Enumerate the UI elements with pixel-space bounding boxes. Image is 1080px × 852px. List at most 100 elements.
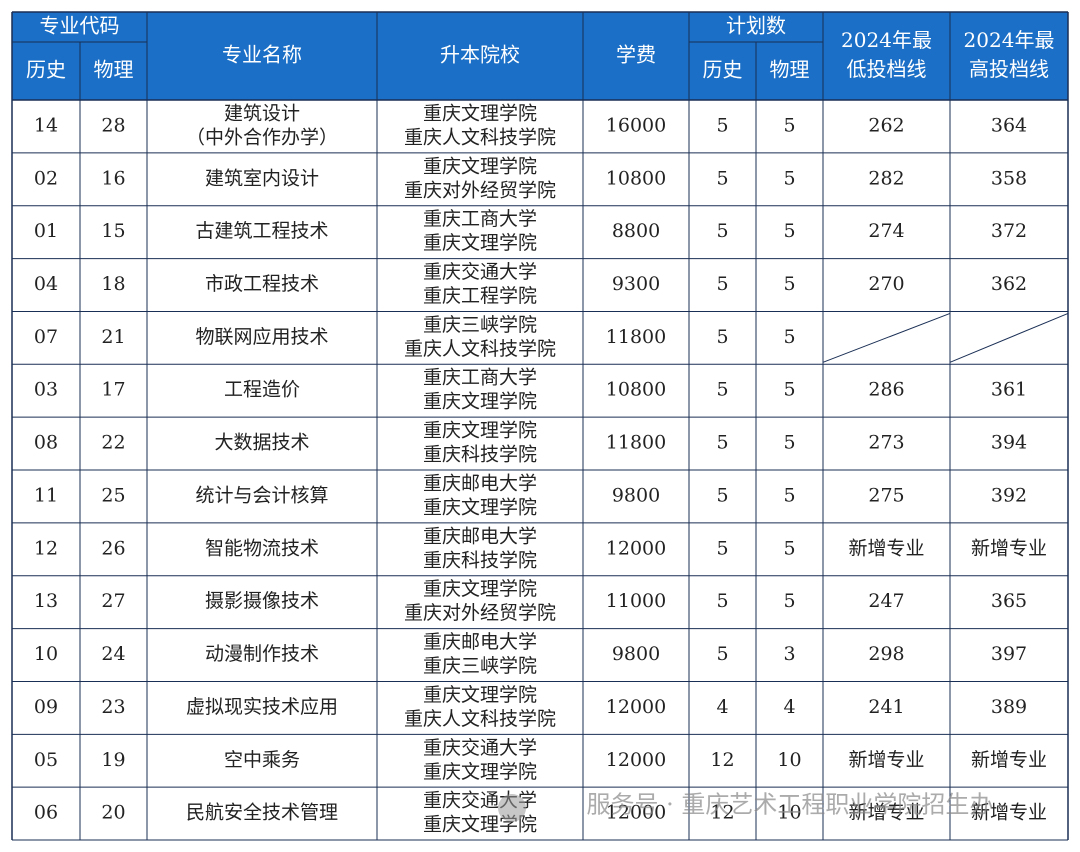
header-cell: 2024年最 — [964, 28, 1055, 52]
table-cell: 重庆交通大学 — [423, 261, 537, 283]
table-cell: 5 — [783, 114, 795, 136]
table-cell: 动漫制作技术 — [205, 643, 319, 665]
table-cell: 5 — [783, 484, 795, 506]
table-cell: 9800 — [612, 484, 660, 506]
table-cell: 5 — [716, 220, 728, 242]
table-cell: 16 — [101, 167, 125, 189]
table-cell: 10 — [777, 749, 801, 771]
table-cell: 重庆人文科技学院 — [404, 126, 556, 148]
table-cell: 15 — [101, 220, 125, 242]
table-cell: 364 — [991, 114, 1027, 136]
table-cell: 20 — [101, 802, 125, 824]
header-cell: 计划数 — [726, 14, 786, 38]
table-cell: 397 — [991, 643, 1027, 665]
table-cell: 18 — [101, 273, 125, 295]
table-cell: 02 — [34, 167, 58, 189]
table-cell: 建筑设计 — [224, 102, 300, 124]
table-cell: 28 — [101, 114, 125, 136]
table-cell: 民航安全技术管理 — [186, 802, 338, 824]
table-cell: 摄影摄像技术 — [205, 590, 319, 612]
table-cell: 361 — [991, 379, 1027, 401]
table-cell: 市政工程技术 — [205, 273, 319, 295]
table-cell: 282 — [868, 167, 904, 189]
header-cell: 专业名称 — [222, 43, 302, 67]
table-cell: 3 — [783, 643, 795, 665]
table-cell: 286 — [868, 379, 904, 401]
table-cell: 14 — [34, 114, 58, 136]
table-cell: 新增专业 — [971, 749, 1047, 771]
table-cell: 重庆文理学院 — [423, 391, 537, 413]
table-cell: 21 — [101, 326, 125, 348]
table-cell: 4 — [716, 696, 728, 718]
table-cell: 重庆对外经贸学院 — [404, 179, 556, 201]
table-cell: 重庆三峡学院 — [423, 314, 537, 336]
table-cell: 重庆邮电大学 — [423, 472, 537, 494]
table-cell: 25 — [101, 484, 125, 506]
table-cell: 重庆工程学院 — [423, 285, 537, 307]
table-cell: 365 — [991, 590, 1027, 612]
table-cell: 重庆交通大学 — [423, 737, 537, 759]
table-cell: 5 — [783, 590, 795, 612]
table-cell: 新增专业 — [848, 802, 924, 824]
table-cell: 11800 — [606, 326, 666, 348]
table-cell: 11 — [34, 484, 58, 506]
table-cell: 5 — [783, 326, 795, 348]
table-cell: 重庆文理学院 — [423, 496, 537, 518]
header-cell: 2024年最 — [841, 28, 932, 52]
table-cell: 物联网应用技术 — [195, 326, 328, 348]
table-cell: 工程造价 — [224, 379, 300, 401]
table-cell: 241 — [868, 696, 904, 718]
table-cell: 270 — [868, 273, 904, 295]
header-cell: 升本院校 — [440, 43, 520, 67]
table-cell: 09 — [34, 696, 58, 718]
table-cell: 新增专业 — [971, 537, 1047, 559]
table-cell: 8800 — [612, 220, 660, 242]
table-cell: 04 — [34, 273, 58, 295]
table-cell: 虚拟现实技术应用 — [186, 696, 338, 718]
table-cell: 13 — [34, 590, 58, 612]
table-cell: 5 — [783, 537, 795, 559]
empty-cell-diagonal — [949, 312, 1069, 363]
header-cell: 高投档线 — [969, 57, 1049, 81]
table-cell: 5 — [716, 167, 728, 189]
header-cell: 低投档线 — [847, 57, 927, 81]
table-cell: 392 — [991, 484, 1027, 506]
table-cell: 372 — [991, 220, 1027, 242]
table-cell: 统计与会计核算 — [195, 484, 328, 506]
watermark: 服务号 · 重庆艺术工程职业学院招生办 — [587, 791, 994, 819]
table-cell: 12000 — [606, 696, 666, 718]
table-cell: 11000 — [606, 590, 666, 612]
table-cell: 10 — [777, 802, 801, 824]
table-cell: 古建筑工程技术 — [195, 220, 328, 242]
table-cell: 5 — [716, 643, 728, 665]
table-cell: 重庆文理学院 — [423, 155, 537, 177]
table-cell: 26 — [101, 537, 125, 559]
table-cell: 重庆文理学院 — [423, 232, 537, 254]
table-cell: 重庆工商大学 — [423, 367, 537, 389]
table-cell: 19 — [101, 749, 125, 771]
table-cell: 重庆文理学院 — [423, 102, 537, 124]
table-cell: 重庆三峡学院 — [423, 655, 537, 677]
table-cell: 12 — [34, 537, 58, 559]
table-cell: 08 — [34, 432, 58, 454]
table-cell: 大数据技术 — [214, 432, 309, 454]
table-cell: 重庆科技学院 — [423, 444, 537, 466]
table-cell: 重庆邮电大学 — [423, 631, 537, 653]
header-cell: 专业代码 — [40, 14, 120, 38]
table-cell: 389 — [991, 696, 1027, 718]
table-cell: 358 — [991, 167, 1027, 189]
table-cell: 5 — [783, 167, 795, 189]
table-cell: 5 — [783, 273, 795, 295]
table-cell: 5 — [716, 379, 728, 401]
table-cell: 5 — [716, 432, 728, 454]
table-cell: 重庆文理学院 — [423, 420, 537, 442]
header-cell: 物理 — [94, 58, 134, 82]
header-cell: 学费 — [616, 43, 656, 67]
table-cell: 23 — [101, 696, 125, 718]
header-cell: 物理 — [770, 58, 810, 82]
table-cell: 12000 — [606, 537, 666, 559]
table-cell: 27 — [101, 590, 125, 612]
header-cell: 历史 — [26, 58, 66, 82]
table-cell: 重庆文理学院 — [423, 684, 537, 706]
table-cell: 新增专业 — [848, 749, 924, 771]
